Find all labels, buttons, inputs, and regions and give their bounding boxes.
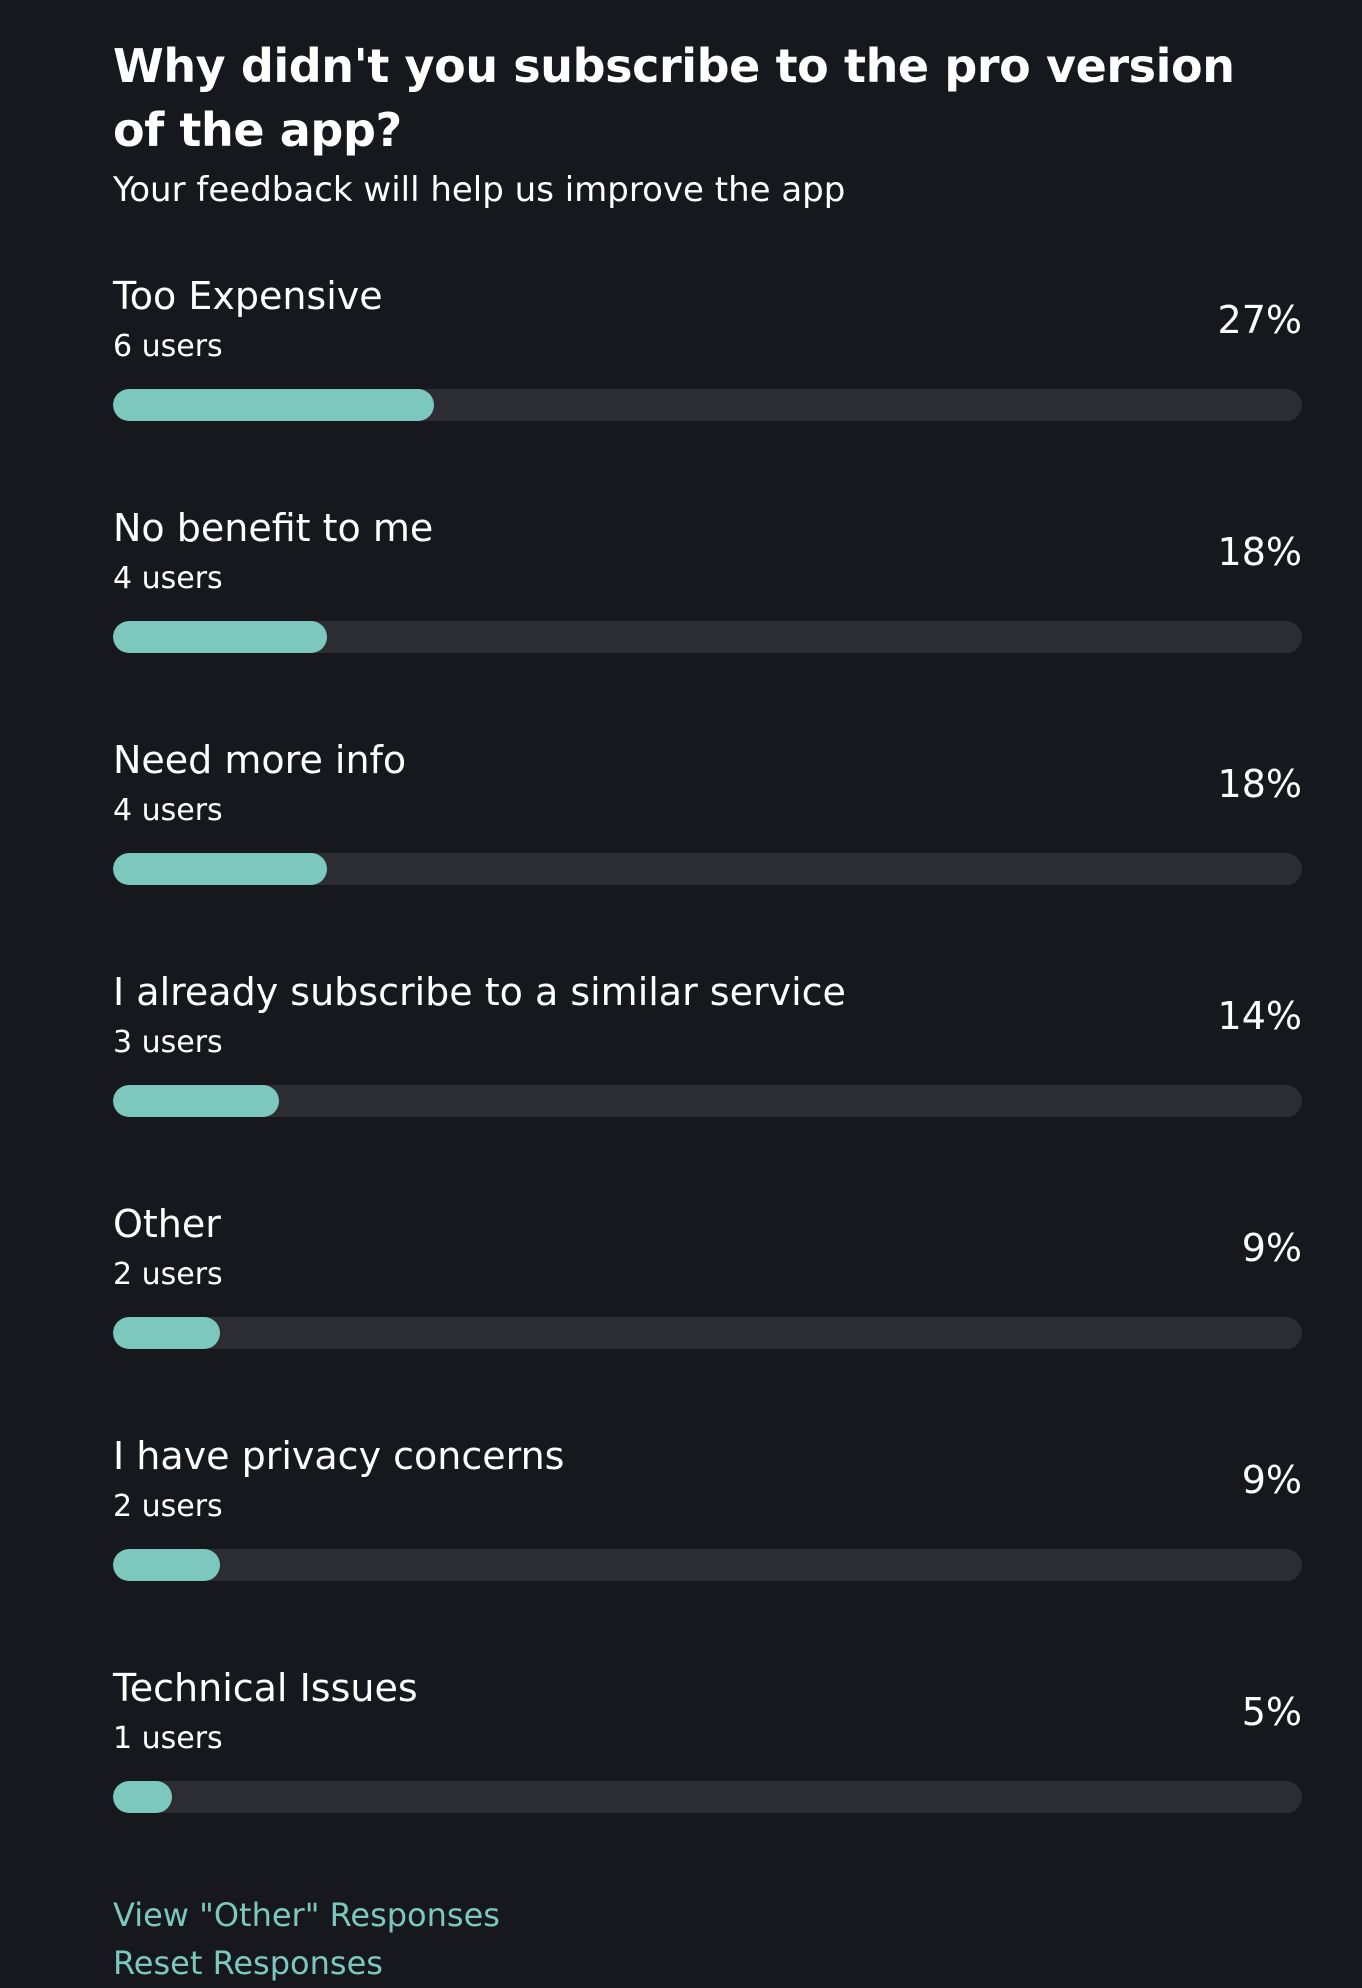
result-option: Need more info 4 users 18%	[113, 733, 1302, 913]
progress-bar-track	[113, 1781, 1302, 1813]
option-label: Too Expensive	[113, 274, 383, 318]
option-user-count: 1 users	[113, 1721, 223, 1756]
option-percentage: 14%	[1217, 994, 1302, 1038]
progress-bar-fill	[113, 1781, 173, 1813]
option-user-count: 2 users	[113, 1257, 223, 1292]
option-percentage: 18%	[1217, 530, 1302, 574]
survey-question-title: Why didn't you subscribe to the pro vers…	[113, 39, 1235, 157]
option-percentage: 9%	[1241, 1458, 1302, 1502]
progress-bar-fill	[113, 853, 328, 885]
option-label: I have privacy concerns	[113, 1434, 565, 1478]
result-option: Technical Issues 1 users 5%	[113, 1661, 1302, 1841]
progress-bar-fill	[113, 389, 435, 421]
option-percentage: 27%	[1217, 298, 1302, 342]
option-label: Other	[113, 1202, 221, 1246]
result-option: I have privacy concerns 2 users 9%	[113, 1429, 1302, 1609]
option-label: No benefit to me	[113, 506, 434, 550]
progress-bar-track	[113, 853, 1302, 885]
option-user-count: 3 users	[113, 1025, 223, 1060]
progress-bar-fill	[113, 1085, 280, 1117]
progress-bar-track	[113, 1085, 1302, 1117]
option-user-count: 4 users	[113, 793, 223, 828]
option-percentage: 18%	[1217, 762, 1302, 806]
progress-bar-track	[113, 621, 1302, 653]
result-option: I already subscribe to a similar service…	[113, 965, 1302, 1145]
progress-bar-fill	[113, 1317, 220, 1349]
progress-bar-track	[113, 1549, 1302, 1581]
option-percentage: 5%	[1241, 1690, 1302, 1734]
survey-subtitle: Your feedback will help us improve the a…	[113, 170, 846, 210]
option-user-count: 2 users	[113, 1489, 223, 1524]
option-user-count: 6 users	[113, 329, 223, 364]
progress-bar-fill	[113, 1549, 220, 1581]
reset-responses-link[interactable]: Reset Responses	[113, 1944, 383, 1982]
option-label: I already subscribe to a similar service	[113, 970, 846, 1014]
result-option: Other 2 users 9%	[113, 1197, 1302, 1377]
result-option: No benefit to me 4 users 18%	[113, 501, 1302, 681]
progress-bar-track	[113, 1317, 1302, 1349]
option-label: Technical Issues	[113, 1666, 418, 1710]
result-option: Too Expensive 6 users 27%	[113, 269, 1302, 449]
view-other-responses-link[interactable]: View "Other" Responses	[113, 1896, 500, 1934]
option-percentage: 9%	[1241, 1226, 1302, 1270]
progress-bar-track	[113, 389, 1302, 421]
option-user-count: 4 users	[113, 561, 223, 596]
option-label: Need more info	[113, 738, 407, 782]
progress-bar-fill	[113, 621, 328, 653]
